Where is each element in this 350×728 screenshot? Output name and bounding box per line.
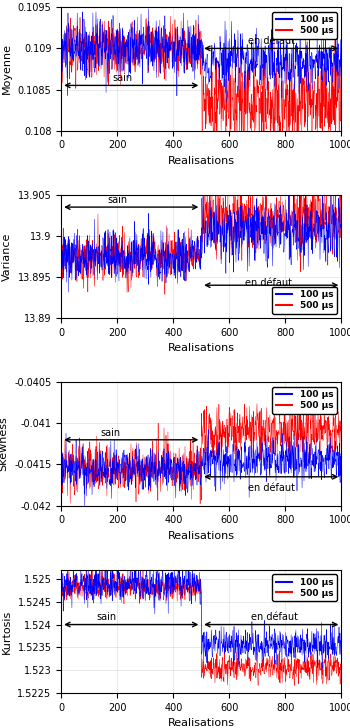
Text: sain: sain (113, 73, 133, 83)
Y-axis label: Skewness: Skewness (0, 416, 9, 471)
Text: sain: sain (100, 428, 120, 438)
Text: sain: sain (107, 194, 127, 205)
Text: sain: sain (96, 612, 116, 622)
Y-axis label: Variance: Variance (2, 232, 12, 280)
Text: en défaut: en défaut (245, 277, 292, 288)
Legend: 100 μs, 500 μs: 100 μs, 500 μs (272, 574, 337, 601)
Legend: 100 μs, 500 μs: 100 μs, 500 μs (272, 287, 337, 314)
X-axis label: Realisations: Realisations (168, 531, 235, 541)
Text: en défaut: en défaut (248, 483, 295, 493)
X-axis label: Realisations: Realisations (168, 156, 235, 166)
Y-axis label: Kurtosis: Kurtosis (2, 609, 12, 654)
Text: en défaut: en défaut (251, 612, 298, 622)
Text: en défaut: en défaut (248, 36, 295, 46)
X-axis label: Realisations: Realisations (168, 719, 235, 728)
Legend: 100 μs, 500 μs: 100 μs, 500 μs (272, 387, 337, 414)
Legend: 100 μs, 500 μs: 100 μs, 500 μs (272, 12, 337, 39)
X-axis label: Realisations: Realisations (168, 344, 235, 353)
Y-axis label: Moyenne: Moyenne (2, 44, 12, 95)
